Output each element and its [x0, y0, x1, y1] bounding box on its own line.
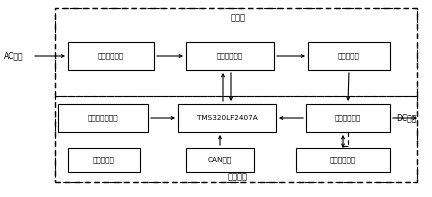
Bar [308, 42, 390, 70]
Text: CAN接口: CAN接口 [208, 157, 232, 163]
Bar [186, 148, 254, 172]
Text: AC输入: AC输入 [4, 51, 24, 60]
Text: 键盘和显示单元: 键盘和显示单元 [88, 115, 118, 121]
Bar [55, 8, 417, 182]
Bar [58, 104, 148, 132]
Bar [178, 104, 276, 132]
Bar [68, 148, 140, 172]
Text: 高频变压器: 高频变压器 [338, 53, 360, 59]
Text: DC输出: DC输出 [396, 113, 416, 123]
Text: 上位机通信: 上位机通信 [93, 157, 115, 163]
Bar [68, 42, 154, 70]
Text: 控制电路: 控制电路 [228, 173, 248, 181]
Bar [55, 8, 417, 96]
Text: 信号调理电路: 信号调理电路 [330, 157, 356, 163]
Bar [186, 42, 274, 70]
Bar [306, 104, 390, 132]
Text: 全桥变换单元: 全桥变换单元 [217, 53, 243, 59]
Text: 三相整流电路: 三相整流电路 [98, 53, 124, 59]
Text: 整流滤波单元: 整流滤波单元 [335, 115, 361, 121]
Bar [296, 148, 390, 172]
Text: 主电路: 主电路 [231, 14, 245, 22]
Bar [55, 96, 417, 182]
Text: TMS320LF2407A: TMS320LF2407A [197, 115, 257, 121]
